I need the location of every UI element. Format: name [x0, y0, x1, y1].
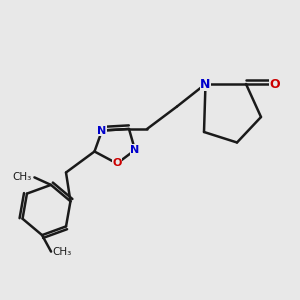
Text: CH₃: CH₃ [52, 247, 72, 256]
Text: N: N [130, 145, 140, 155]
Text: O: O [269, 77, 280, 91]
Text: N: N [98, 125, 106, 136]
Text: O: O [112, 158, 122, 169]
Text: N: N [200, 77, 211, 91]
Text: CH₃: CH₃ [13, 172, 32, 182]
